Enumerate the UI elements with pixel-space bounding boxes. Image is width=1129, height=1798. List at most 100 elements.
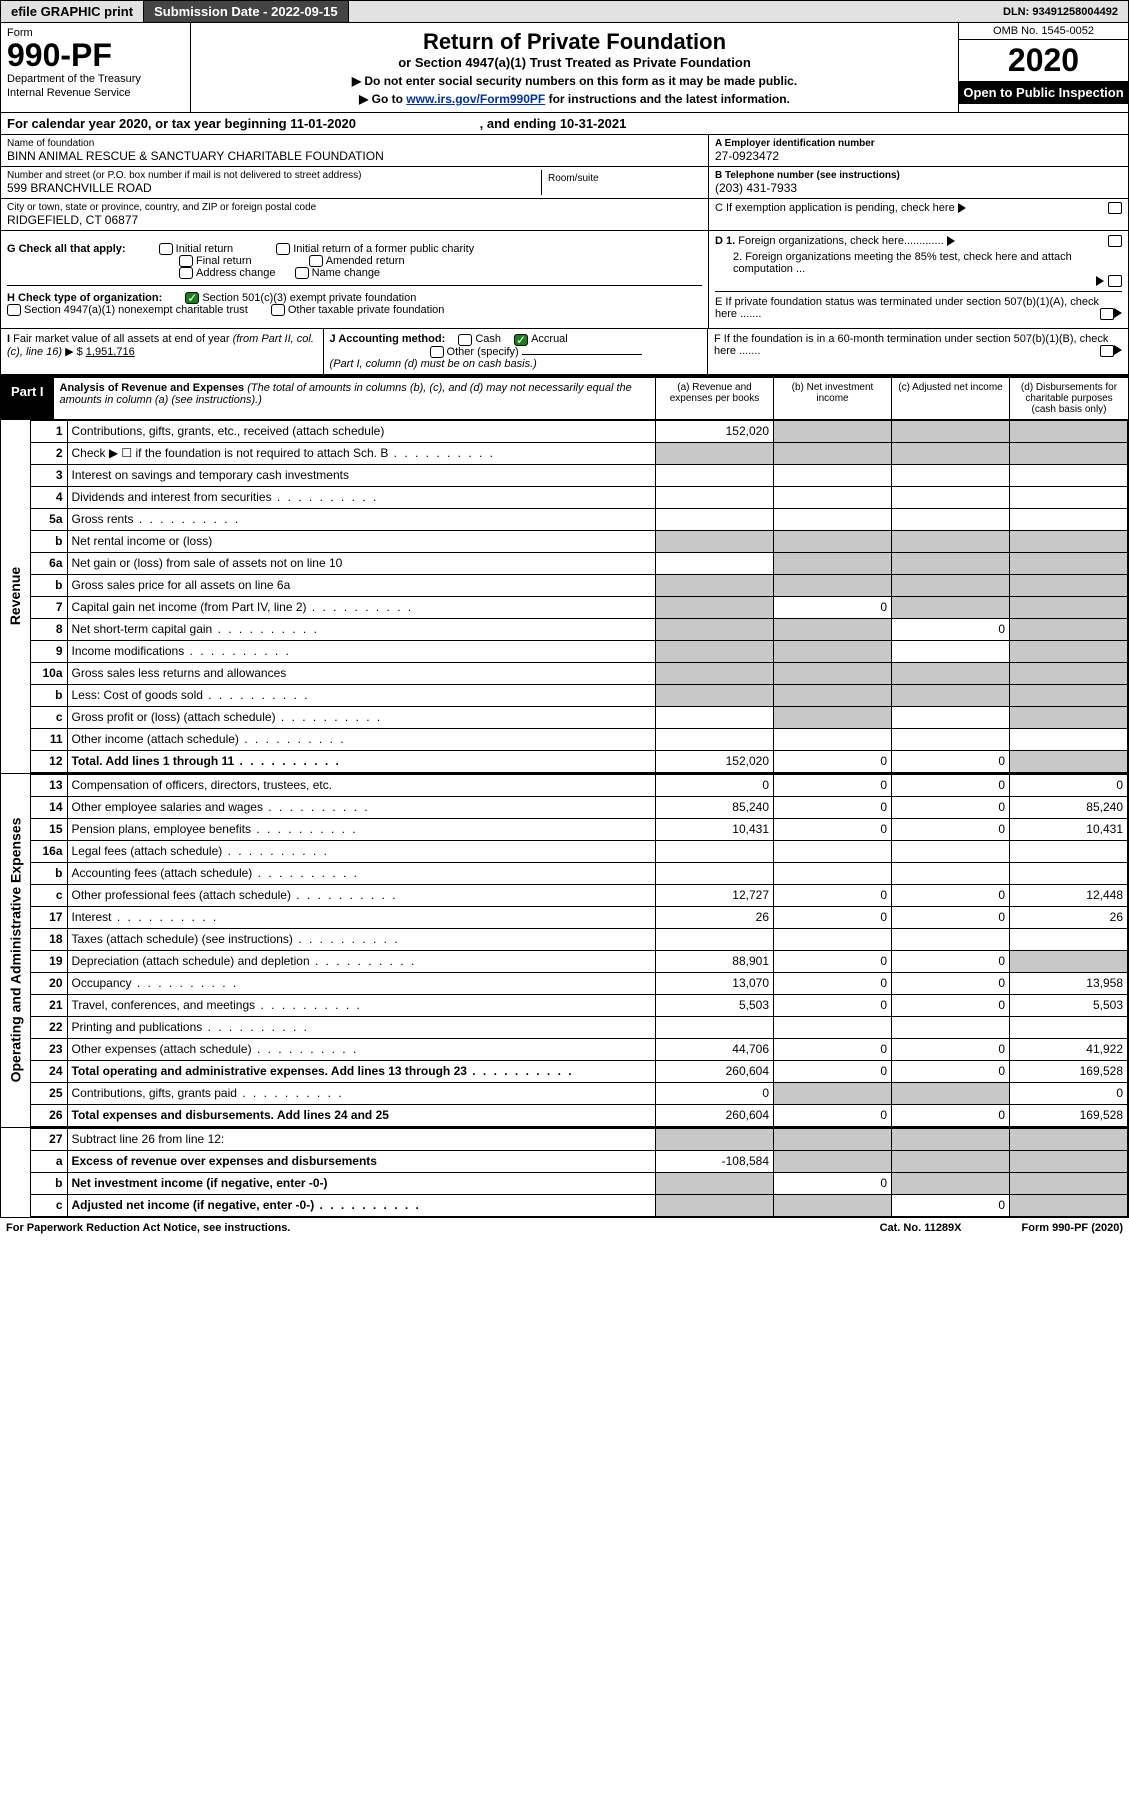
table-row: bAccounting fees (attach schedule) [31, 862, 1128, 884]
ein: 27-0923472 [715, 149, 1122, 163]
table-row: 12Total. Add lines 1 through 11152,02000 [31, 750, 1128, 772]
h-label: H Check type of organization: [7, 292, 162, 304]
chk-other-tax[interactable] [271, 304, 285, 316]
tel-label: B Telephone number (see instructions) [715, 170, 1122, 181]
part1-tab: Part I [1, 378, 54, 419]
table-row: 26Total expenses and disbursements. Add … [31, 1104, 1128, 1126]
identity-block: Name of foundation BINN ANIMAL RESCUE & … [0, 135, 1129, 231]
table-row: 7Capital gain net income (from Part IV, … [31, 596, 1128, 618]
chk-final[interactable] [179, 255, 193, 267]
table-row: 15Pension plans, employee benefits10,431… [31, 818, 1128, 840]
ein-label: A Employer identification number [715, 138, 1122, 149]
table-row: 8Net short-term capital gain0 [31, 618, 1128, 640]
e-row: E If private foundation status was termi… [715, 291, 1122, 320]
submission-date: Submission Date - 2022-09-15 [144, 1, 349, 22]
telephone: (203) 431-7933 [715, 181, 1122, 195]
check-block: G Check all that apply: Initial return I… [0, 231, 1129, 329]
chk-other-method[interactable] [430, 346, 444, 358]
table-row: 25Contributions, gifts, grants paid00 [31, 1082, 1128, 1104]
table-row: bNet investment income (if negative, ent… [31, 1172, 1128, 1194]
c-exemption: C If exemption application is pending, c… [709, 199, 1128, 217]
table-row: bNet rental income or (loss) [31, 530, 1128, 552]
col-b: (b) Net investment income [774, 378, 892, 419]
i-fmv: I Fair market value of all assets at end… [1, 329, 324, 373]
side-expenses: Operating and Administrative Expenses [8, 818, 24, 1083]
table-row: 16aLegal fees (attach schedule) [31, 840, 1128, 862]
chk-501c3[interactable] [185, 292, 199, 304]
footer-mid: Cat. No. 11289X [880, 1222, 962, 1234]
table-row: cAdjusted net income (if negative, enter… [31, 1194, 1128, 1216]
efile-btn[interactable]: efile GRAPHIC print [1, 1, 144, 22]
chk-cash[interactable] [458, 334, 472, 346]
table-row: cOther professional fees (attach schedul… [31, 884, 1128, 906]
footer-left: For Paperwork Reduction Act Notice, see … [6, 1222, 290, 1234]
table-row: 14Other employee salaries and wages85,24… [31, 796, 1128, 818]
city-label: City or town, state or province, country… [7, 202, 702, 213]
foundation-name: BINN ANIMAL RESCUE & SANCTUARY CHARITABL… [7, 149, 702, 163]
table-row: aExcess of revenue over expenses and dis… [31, 1150, 1128, 1172]
table-row: 19Depreciation (attach schedule) and dep… [31, 950, 1128, 972]
chk-name-change[interactable] [295, 267, 309, 279]
table-row: 27Subtract line 26 from line 12: [31, 1128, 1128, 1150]
tax-year: 2020 [959, 40, 1128, 81]
revenue-section: Revenue 1Contributions, gifts, grants, e… [0, 420, 1129, 774]
table-row: 17Interest260026 [31, 906, 1128, 928]
table-row: 21Travel, conferences, and meetings5,503… [31, 994, 1128, 1016]
irs: Internal Revenue Service [7, 87, 184, 99]
irs-link[interactable]: www.irs.gov/Form990PF [406, 92, 545, 106]
table-row: 13Compensation of officers, directors, t… [31, 774, 1128, 796]
col-a: (a) Revenue and expenses per books [656, 378, 774, 419]
col-d: (d) Disbursements for charitable purpose… [1010, 378, 1128, 419]
chk-accrual[interactable] [514, 334, 528, 346]
room-label: Room/suite [548, 173, 696, 184]
table-row: 5aGross rents [31, 508, 1128, 530]
dln: DLN: 93491258004492 [993, 3, 1128, 21]
table-row: bLess: Cost of goods sold [31, 684, 1128, 706]
table-row: 2Check ▶ ☐ if the foundation is not requ… [31, 442, 1128, 464]
d1: D 1. Foreign organizations, check here..… [715, 235, 1122, 247]
d2: 2. Foreign organizations meeting the 85%… [715, 251, 1122, 275]
f-row: F If the foundation is in a 60-month ter… [708, 329, 1128, 373]
col-c: (c) Adjusted net income [892, 378, 1010, 419]
table-row: 23Other expenses (attach schedule)44,706… [31, 1038, 1128, 1060]
chk-initial-former[interactable] [276, 243, 290, 255]
form-number: 990-PF [7, 39, 184, 71]
city: RIDGEFIELD, CT 06877 [7, 213, 702, 227]
table-row: 6aNet gain or (loss) from sale of assets… [31, 552, 1128, 574]
topbar: efile GRAPHIC print Submission Date - 20… [0, 0, 1129, 23]
dept: Department of the Treasury [7, 73, 184, 85]
table-row: 18Taxes (attach schedule) (see instructi… [31, 928, 1128, 950]
j-accounting: J Accounting method: Cash Accrual Other … [324, 329, 708, 373]
table-row: 1Contributions, gifts, grants, etc., rec… [31, 420, 1128, 442]
open-inspection: Open to Public Inspection [959, 81, 1128, 104]
footer-right: Form 990-PF (2020) [1022, 1222, 1123, 1234]
name-label: Name of foundation [7, 138, 702, 149]
table-row: 3Interest on savings and temporary cash … [31, 464, 1128, 486]
address: 599 BRANCHVILLE ROAD [7, 181, 541, 195]
side-revenue: Revenue [8, 567, 24, 625]
footer: For Paperwork Reduction Act Notice, see … [0, 1218, 1129, 1238]
form-title: Return of Private Foundation [199, 29, 950, 55]
chk-amended[interactable] [309, 255, 323, 267]
chk-addr-change[interactable] [179, 267, 193, 279]
note-link: ▶ Go to www.irs.gov/Form990PF for instru… [199, 92, 950, 106]
calendar-year-row: For calendar year 2020, or tax year begi… [0, 113, 1129, 135]
table-row: 20Occupancy13,0700013,958 [31, 972, 1128, 994]
table-row: 9Income modifications [31, 640, 1128, 662]
table-row: cGross profit or (loss) (attach schedule… [31, 706, 1128, 728]
table-row: 11Other income (attach schedule) [31, 728, 1128, 750]
chk-initial[interactable] [159, 243, 173, 255]
chk-4947[interactable] [7, 304, 21, 316]
expenses-section: Operating and Administrative Expenses 13… [0, 774, 1129, 1128]
table-row: 22Printing and publications [31, 1016, 1128, 1038]
ijf-row: I Fair market value of all assets at end… [0, 329, 1129, 374]
g-label: G Check all that apply: [7, 243, 126, 255]
table-row: 24Total operating and administrative exp… [31, 1060, 1128, 1082]
table-row: bGross sales price for all assets on lin… [31, 574, 1128, 596]
note-ssn: ▶ Do not enter social security numbers o… [199, 74, 950, 88]
omb: OMB No. 1545-0052 [959, 23, 1128, 40]
part1-header: Part I Analysis of Revenue and Expenses … [0, 375, 1129, 420]
table-row: 10aGross sales less returns and allowanc… [31, 662, 1128, 684]
table-row: 4Dividends and interest from securities [31, 486, 1128, 508]
form-header: Form 990-PF Department of the Treasury I… [0, 23, 1129, 113]
